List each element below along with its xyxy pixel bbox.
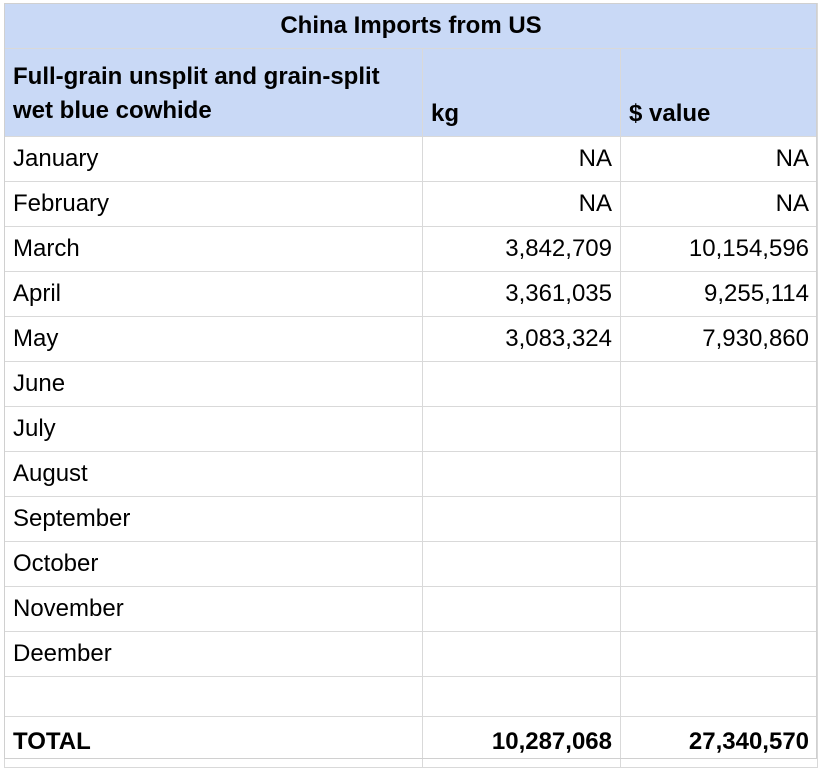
spreadsheet: China Imports from US Full-grain unsplit… [3, 3, 819, 768]
value-cell[interactable] [619, 496, 819, 542]
value-cell[interactable]: 10,154,596 [619, 226, 819, 272]
kg-cell[interactable] [422, 586, 621, 632]
month-cell[interactable]: June [4, 361, 423, 407]
kg-cell[interactable]: NA [422, 136, 621, 182]
month-cell[interactable]: July [4, 406, 423, 452]
table-row: July [4, 406, 819, 452]
value-cell[interactable]: NA [619, 136, 819, 182]
table-row: Deember [4, 631, 819, 677]
value-cell[interactable] [619, 361, 819, 407]
kg-cell[interactable]: NA [422, 181, 621, 227]
empty-row [4, 676, 819, 717]
month-cell[interactable]: May [4, 316, 423, 362]
month-cell[interactable]: Deember [4, 631, 423, 677]
month-cell[interactable]: October [4, 541, 423, 587]
kg-cell[interactable] [422, 451, 621, 497]
table-row: August [4, 451, 819, 497]
header-description-cell[interactable]: Full-grain unsplit and grain-split wet b… [4, 48, 423, 137]
value-cell[interactable] [619, 541, 819, 587]
total-value-cell[interactable]: 27,340,570 [619, 716, 819, 768]
month-cell[interactable]: November [4, 586, 423, 632]
empty-cell[interactable] [422, 676, 621, 717]
table-row: February NA NA [4, 181, 819, 227]
table-row: October [4, 541, 819, 587]
imports-table: China Imports from US Full-grain unsplit… [3, 3, 819, 768]
kg-cell[interactable]: 3,083,324 [422, 316, 621, 362]
month-cell[interactable]: August [4, 451, 423, 497]
value-cell[interactable] [619, 586, 819, 632]
month-cell[interactable]: January [4, 136, 423, 182]
total-kg-cell[interactable]: 10,287,068 [422, 716, 621, 768]
table-title[interactable]: China Imports from US [3, 3, 819, 49]
header-kg-cell[interactable]: kg [422, 48, 621, 137]
month-cell[interactable]: April [4, 271, 423, 317]
header-value-cell[interactable]: $ value [619, 48, 819, 137]
kg-cell[interactable] [422, 541, 621, 587]
value-cell[interactable] [619, 451, 819, 497]
kg-cell[interactable] [422, 361, 621, 407]
table-row: March 3,842,709 10,154,596 [4, 226, 819, 272]
total-label-cell[interactable]: TOTAL [4, 716, 423, 768]
value-cell[interactable] [619, 631, 819, 677]
kg-cell[interactable]: 3,361,035 [422, 271, 621, 317]
month-cell[interactable]: September [4, 496, 423, 542]
kg-cell[interactable]: 3,842,709 [422, 226, 621, 272]
empty-cell[interactable] [4, 676, 423, 717]
value-cell[interactable]: 7,930,860 [619, 316, 819, 362]
kg-cell[interactable] [422, 496, 621, 542]
table-row: June [4, 361, 819, 407]
value-cell[interactable] [619, 406, 819, 452]
month-cell[interactable]: March [4, 226, 423, 272]
total-row: TOTAL 10,287,068 27,340,570 [4, 716, 819, 768]
table-row: May 3,083,324 7,930,860 [4, 316, 819, 362]
empty-cell[interactable] [619, 676, 819, 717]
table-row: November [4, 586, 819, 632]
header-row: Full-grain unsplit and grain-split wet b… [4, 48, 819, 137]
title-row: China Imports from US [3, 3, 819, 49]
value-cell[interactable]: 9,255,114 [619, 271, 819, 317]
kg-cell[interactable] [422, 406, 621, 452]
table-row: April 3,361,035 9,255,114 [4, 271, 819, 317]
month-cell[interactable]: February [4, 181, 423, 227]
table-row: September [4, 496, 819, 542]
table-row: January NA NA [4, 136, 819, 182]
kg-cell[interactable] [422, 631, 621, 677]
value-cell[interactable]: NA [619, 181, 819, 227]
